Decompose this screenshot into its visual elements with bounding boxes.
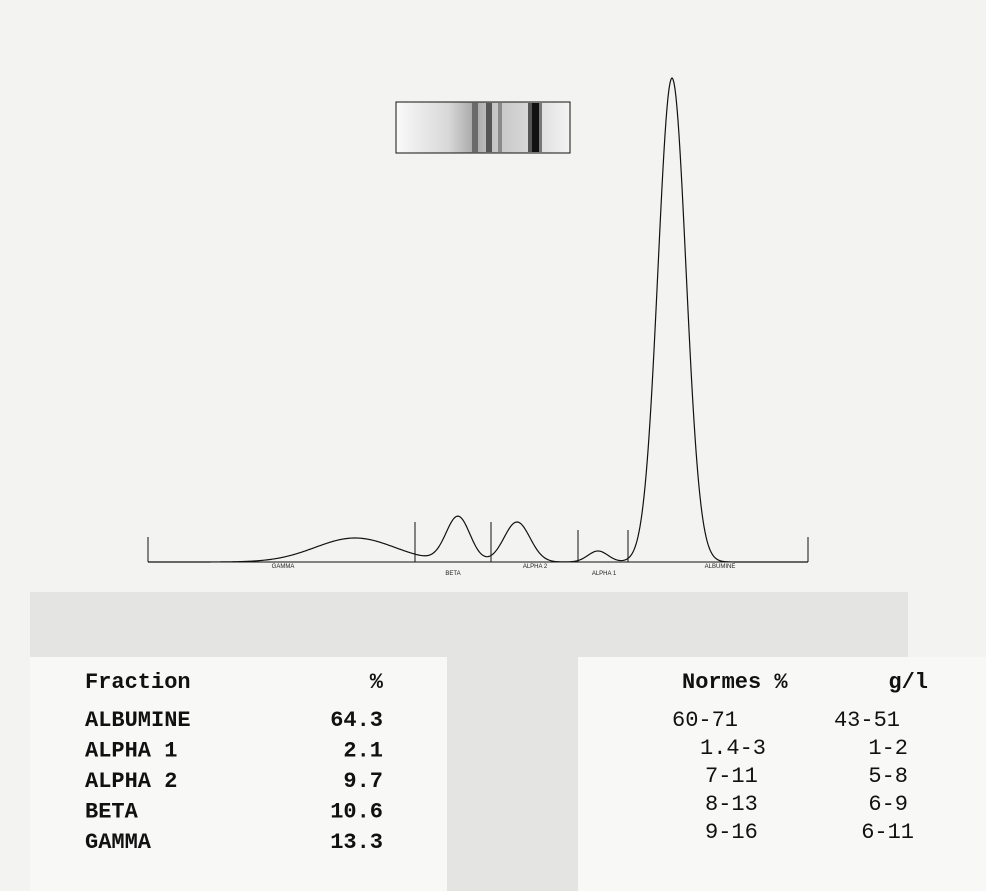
fraction-name: ALBUMINE — [85, 708, 191, 733]
results-panel — [30, 657, 447, 891]
fraction-percent: 2.1 — [343, 739, 383, 764]
fraction-percent: 10.6 — [330, 800, 383, 825]
fraction-name: GAMMA — [85, 830, 152, 855]
norm-percent: 8-13 — [705, 792, 758, 817]
curve-path — [148, 77, 808, 563]
norms-panel — [578, 657, 986, 891]
results-header: % — [370, 670, 384, 695]
norm-percent: 9-16 — [705, 820, 758, 845]
band-label: BETA — [445, 571, 460, 577]
norm-gl: 6-9 — [868, 792, 908, 817]
fraction-name: ALPHA 2 — [85, 769, 177, 794]
norm-gl: 43-51 — [834, 708, 900, 733]
results-header: Fraction — [85, 670, 191, 695]
fraction-percent: 13.3 — [330, 830, 383, 855]
densitometry-curve: GAMMA BETA ALPHA 2 ALPHA 1 ALBUMINE — [147, 77, 809, 577]
band-label: ALBUMINE — [705, 564, 736, 570]
norm-percent: 7-11 — [705, 764, 758, 789]
fraction-name: ALPHA 1 — [85, 739, 177, 764]
band-label: GAMMA — [272, 564, 295, 570]
norm-percent: 60-71 — [672, 708, 738, 733]
norms-header: Normes % — [682, 670, 788, 695]
norm-percent: 1.4-3 — [700, 736, 766, 761]
band-label: ALPHA 1 — [592, 571, 617, 577]
gel-strip — [395, 101, 571, 154]
gray-band — [30, 592, 908, 657]
band-label: ALPHA 2 — [523, 564, 548, 570]
gray-column — [447, 657, 578, 891]
norm-gl: 6-11 — [861, 820, 914, 845]
fraction-percent: 9.7 — [343, 769, 383, 794]
norms-header: g/l — [888, 670, 928, 695]
fraction-name: BETA — [85, 800, 139, 825]
fraction-percent: 64.3 — [330, 708, 383, 733]
norm-gl: 5-8 — [868, 764, 908, 789]
norm-gl: 1-2 — [868, 736, 908, 761]
